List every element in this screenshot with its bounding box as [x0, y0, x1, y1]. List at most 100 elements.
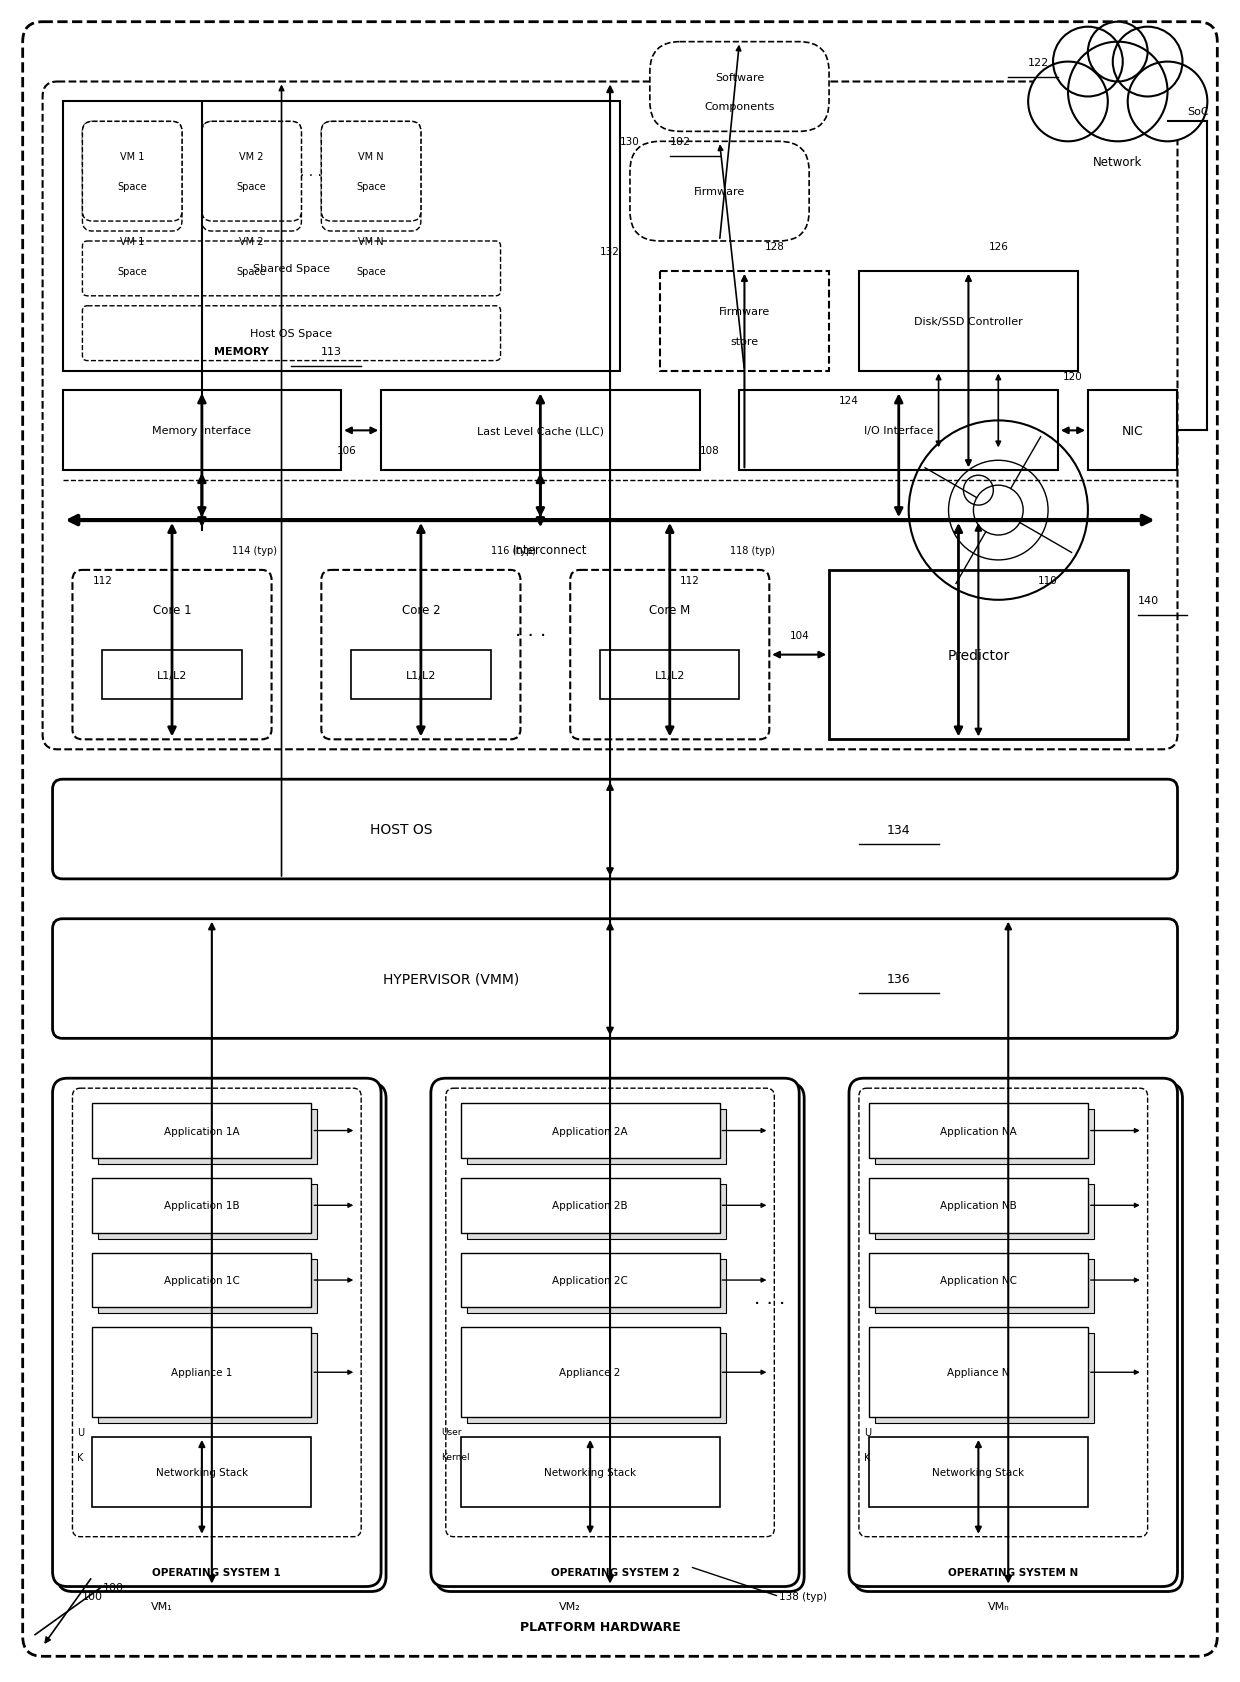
- Bar: [660, 272, 830, 372]
- FancyBboxPatch shape: [650, 42, 830, 133]
- Text: Disk/SSD Controller: Disk/SSD Controller: [914, 316, 1023, 326]
- Text: VMₙ: VMₙ: [987, 1601, 1009, 1611]
- Text: 140: 140: [1137, 595, 1159, 606]
- Text: HYPERVISOR (VMM): HYPERVISOR (VMM): [383, 972, 518, 986]
- Text: Application 1A: Application 1A: [164, 1125, 239, 1135]
- Text: store: store: [730, 336, 759, 346]
- Text: VM₁: VM₁: [151, 1601, 172, 1611]
- Bar: [875, 1258, 1094, 1314]
- Text: Appliance 2: Appliance 2: [559, 1367, 621, 1378]
- Bar: [92, 1436, 311, 1507]
- Text: Application 2A: Application 2A: [552, 1125, 627, 1135]
- Text: Core 1: Core 1: [153, 604, 191, 617]
- Text: 116 (typ): 116 (typ): [491, 545, 536, 555]
- Bar: [92, 1103, 311, 1159]
- Text: . . .: . . .: [515, 621, 546, 639]
- Bar: [92, 1253, 311, 1307]
- Text: OPERATING SYSTEM 1: OPERATING SYSTEM 1: [153, 1566, 281, 1576]
- Bar: [92, 1177, 311, 1233]
- Text: . . .: . . .: [300, 165, 322, 178]
- Text: 104: 104: [790, 631, 808, 641]
- Text: SoC: SoC: [1188, 108, 1209, 118]
- Text: Shared Space: Shared Space: [253, 264, 330, 274]
- Text: User: User: [440, 1428, 461, 1436]
- Text: 100: 100: [103, 1581, 123, 1591]
- Circle shape: [1127, 62, 1208, 143]
- Text: 110: 110: [1038, 575, 1058, 585]
- Text: Appliance N: Appliance N: [947, 1367, 1009, 1378]
- FancyBboxPatch shape: [202, 123, 301, 222]
- Text: Application 1C: Application 1C: [164, 1275, 239, 1285]
- Bar: [62, 392, 341, 471]
- FancyBboxPatch shape: [22, 22, 1218, 1657]
- Text: OPERATING SYSTEM 2: OPERATING SYSTEM 2: [551, 1566, 680, 1576]
- Bar: [1087, 392, 1178, 471]
- Text: Networking Stack: Networking Stack: [156, 1467, 248, 1477]
- Bar: [62, 103, 620, 372]
- Text: 106: 106: [336, 446, 356, 456]
- Text: Interconnect: Interconnect: [513, 545, 588, 557]
- FancyBboxPatch shape: [42, 82, 1178, 750]
- Bar: [466, 1110, 725, 1164]
- Bar: [875, 1184, 1094, 1240]
- Bar: [98, 1184, 317, 1240]
- Bar: [466, 1184, 725, 1240]
- Bar: [739, 392, 1058, 471]
- Text: Application 1B: Application 1B: [164, 1201, 239, 1211]
- FancyBboxPatch shape: [72, 570, 272, 740]
- Text: VM 1: VM 1: [120, 237, 144, 247]
- FancyBboxPatch shape: [854, 1083, 1183, 1591]
- Text: Networking Stack: Networking Stack: [544, 1467, 636, 1477]
- Bar: [381, 392, 699, 471]
- Text: Application 2B: Application 2B: [552, 1201, 627, 1211]
- Text: VM 2: VM 2: [239, 237, 264, 247]
- Text: 134: 134: [887, 822, 910, 836]
- FancyBboxPatch shape: [52, 1078, 381, 1586]
- Text: 136: 136: [887, 972, 910, 986]
- Text: Software: Software: [714, 72, 764, 82]
- Text: 102: 102: [670, 138, 691, 148]
- Text: Appliance 1: Appliance 1: [171, 1367, 233, 1378]
- Text: 126: 126: [988, 242, 1008, 252]
- Bar: [98, 1258, 317, 1314]
- Text: 122: 122: [1028, 57, 1049, 67]
- Text: Application 2C: Application 2C: [552, 1275, 629, 1285]
- Circle shape: [1053, 27, 1122, 98]
- Bar: [98, 1110, 317, 1164]
- Text: Components: Components: [704, 103, 775, 113]
- Bar: [875, 1334, 1094, 1423]
- Text: VM 2: VM 2: [239, 151, 264, 161]
- Text: Core 2: Core 2: [402, 604, 440, 617]
- Text: MEMORY: MEMORY: [215, 346, 269, 357]
- Text: 120: 120: [1063, 372, 1083, 382]
- Bar: [869, 1436, 1087, 1507]
- Text: Application NC: Application NC: [940, 1275, 1017, 1285]
- Text: Network: Network: [1094, 156, 1142, 168]
- Text: Firmware: Firmware: [719, 306, 770, 316]
- Text: U: U: [77, 1428, 84, 1436]
- Bar: [466, 1334, 725, 1423]
- Text: L1/L2: L1/L2: [655, 669, 684, 680]
- FancyBboxPatch shape: [446, 1088, 774, 1537]
- FancyBboxPatch shape: [52, 918, 1178, 1039]
- Text: L1/L2: L1/L2: [156, 669, 187, 680]
- Bar: [869, 1177, 1087, 1233]
- Text: Space: Space: [237, 182, 267, 192]
- FancyBboxPatch shape: [435, 1083, 805, 1591]
- Text: 113: 113: [321, 346, 342, 357]
- Text: Core M: Core M: [650, 604, 691, 617]
- Text: Networking Stack: Networking Stack: [932, 1467, 1024, 1477]
- Text: 138 (typ): 138 (typ): [779, 1591, 827, 1601]
- Text: PLATFORM HARDWARE: PLATFORM HARDWARE: [520, 1620, 681, 1633]
- FancyBboxPatch shape: [82, 123, 182, 232]
- Bar: [461, 1177, 719, 1233]
- Bar: [830, 570, 1127, 740]
- Bar: [466, 1258, 725, 1314]
- Bar: [869, 1253, 1087, 1307]
- FancyBboxPatch shape: [321, 123, 420, 232]
- Text: 118 (typ): 118 (typ): [729, 545, 775, 555]
- FancyBboxPatch shape: [321, 570, 521, 740]
- FancyBboxPatch shape: [52, 780, 1178, 880]
- Text: L1/L2: L1/L2: [405, 669, 436, 680]
- Bar: [875, 1110, 1094, 1164]
